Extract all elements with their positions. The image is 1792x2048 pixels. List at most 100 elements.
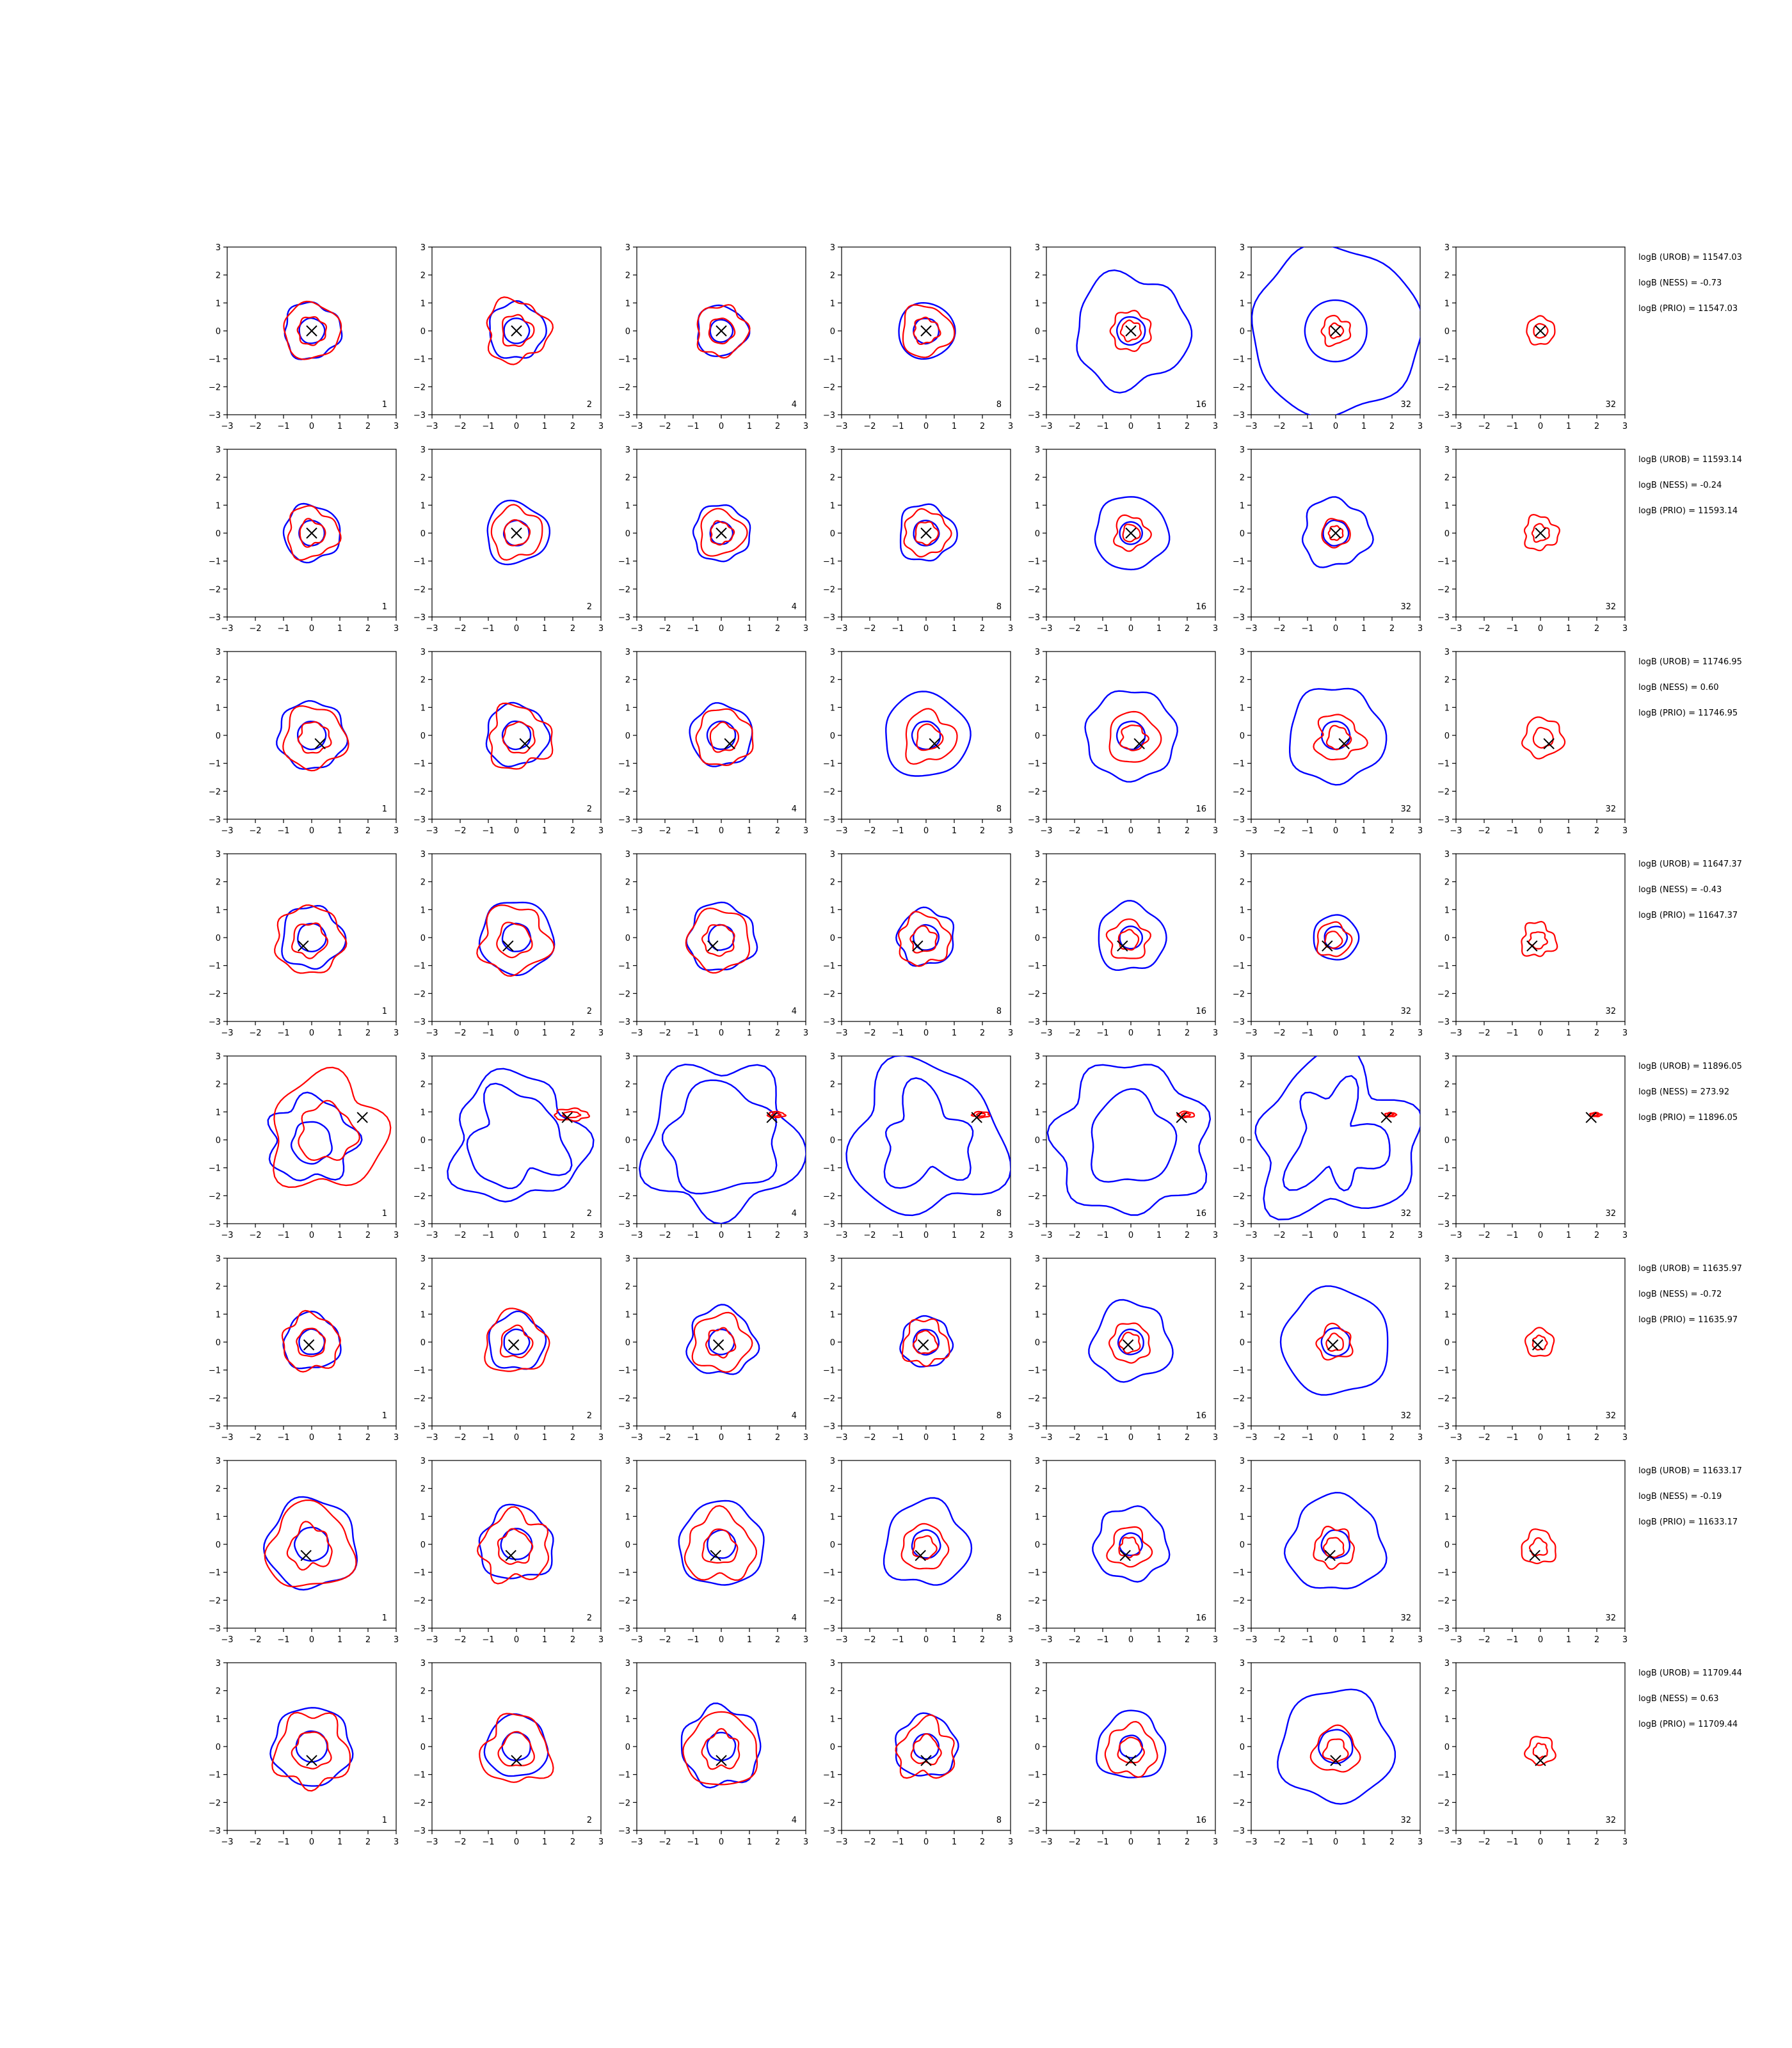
y-tick-label: 0 xyxy=(625,1743,630,1752)
y-tick-label: 2 xyxy=(625,1687,630,1697)
y-tick-label: −3 xyxy=(209,613,221,623)
x-tick-label: −2 xyxy=(1478,1028,1490,1038)
panel-label: 2 xyxy=(587,1411,592,1421)
x-tick-label: 3 xyxy=(1622,826,1628,836)
axes-frame xyxy=(1455,1055,1626,1224)
panel-label: 2 xyxy=(587,1007,592,1016)
panel-r2-c7: −3 3 −2 2 −1 1 0 0 1 −1 2 −2 3 −3 32 xyxy=(1437,445,1628,634)
y-tick-label: −1 xyxy=(1437,1771,1450,1780)
panel-r5-c5: −3 3 −2 2 −1 1 0 0 1 −1 2 −2 3 −3 16 xyxy=(1028,1052,1218,1240)
panel-label: 4 xyxy=(792,1007,797,1016)
y-tick-label: −1 xyxy=(823,1366,835,1376)
y-tick-label: 1 xyxy=(625,1512,630,1522)
y-tick-label: 3 xyxy=(830,1659,835,1668)
panel-r4-c4: −3 3 −2 2 −1 1 0 0 1 −1 2 −2 3 −3 8 xyxy=(823,850,1013,1038)
true-value-marker xyxy=(915,1549,926,1562)
y-tick-label: 2 xyxy=(420,878,426,888)
x-tick-label: −3 xyxy=(1245,1635,1257,1645)
x-tick-label: 3 xyxy=(1008,1635,1013,1645)
axes-frame xyxy=(1046,853,1216,1022)
x-tick-label: 2 xyxy=(1594,1231,1599,1240)
x-tick-label: −1 xyxy=(1301,1837,1313,1847)
panel-label: 2 xyxy=(587,1613,592,1623)
panel-r8-c2: −3 3 −2 2 −1 1 0 0 1 −1 2 −2 3 −3 2 xyxy=(413,1659,604,1847)
x-tick-label: −2 xyxy=(454,422,466,431)
y-tick-label: 0 xyxy=(420,732,426,741)
x-tick-label: 2 xyxy=(570,422,575,431)
true-value-marker xyxy=(306,1755,317,1766)
y-tick-label: 1 xyxy=(1035,906,1040,915)
x-tick-label: 2 xyxy=(980,1433,985,1443)
y-tick-label: 0 xyxy=(1035,1540,1040,1550)
y-tick-label: −3 xyxy=(413,1827,426,1836)
blue-outer-contour xyxy=(685,1304,760,1375)
x-tick-label: −1 xyxy=(1506,1028,1518,1038)
red-outer-contour xyxy=(476,1506,550,1585)
x-tick-label: −3 xyxy=(1040,1433,1052,1443)
x-tick-label: −2 xyxy=(249,1433,261,1443)
x-tick-label: −1 xyxy=(892,624,904,634)
x-tick-label: 1 xyxy=(952,1635,957,1645)
panel-label: 32 xyxy=(1605,602,1616,612)
red-outer-contour xyxy=(476,904,555,977)
blue-outer-contour xyxy=(1313,914,1360,961)
x-tick-label: 3 xyxy=(598,1635,604,1645)
panel-label: 8 xyxy=(996,1613,1002,1623)
y-tick-label: 3 xyxy=(830,1254,835,1264)
panel-label: 2 xyxy=(587,400,592,410)
x-tick-label: −2 xyxy=(659,1635,671,1645)
panel-label: 32 xyxy=(1605,1411,1616,1421)
true-value-marker xyxy=(1122,1339,1134,1351)
y-tick-label: −1 xyxy=(618,1569,630,1578)
y-tick-label: −2 xyxy=(618,1798,630,1808)
axes-frame xyxy=(636,1460,806,1629)
red-outer-contour xyxy=(1313,1525,1356,1570)
y-tick-label: −3 xyxy=(1233,1018,1245,1027)
y-tick-label: −1 xyxy=(1028,355,1040,365)
axes-frame xyxy=(431,1662,602,1831)
panel-label: 8 xyxy=(996,1411,1002,1421)
x-tick-label: 0 xyxy=(514,1635,519,1645)
y-tick-label: 0 xyxy=(1444,1743,1450,1752)
axes-frame xyxy=(227,1460,397,1629)
panel-label: 2 xyxy=(587,1816,592,1825)
panel-r8-c4: −3 3 −2 2 −1 1 0 0 1 −1 2 −2 3 −3 8 xyxy=(823,1659,1013,1847)
x-tick-label: 1 xyxy=(747,624,752,634)
y-tick-label: 0 xyxy=(625,529,630,539)
y-tick-label: 1 xyxy=(1240,1512,1245,1522)
x-tick-label: 2 xyxy=(1389,1231,1395,1240)
x-tick-label: 1 xyxy=(1566,1837,1571,1847)
y-tick-label: 1 xyxy=(216,1310,221,1320)
x-tick-label: −1 xyxy=(1301,1231,1313,1240)
x-tick-label: 2 xyxy=(775,624,780,634)
y-tick-label: −2 xyxy=(1233,787,1245,797)
y-tick-label: 1 xyxy=(830,906,835,915)
x-tick-label: −3 xyxy=(835,624,847,634)
blue-outer-contour xyxy=(1289,687,1388,786)
x-tick-label: 1 xyxy=(747,1837,752,1847)
x-tick-label: −2 xyxy=(454,1635,466,1645)
y-tick-label: −2 xyxy=(618,989,630,999)
x-tick-label: 0 xyxy=(719,422,724,431)
red-outer-contour xyxy=(1176,1110,1196,1119)
x-tick-label: 0 xyxy=(309,1231,314,1240)
y-tick-label: 0 xyxy=(830,327,835,337)
x-tick-label: −2 xyxy=(659,1433,671,1443)
true-value-marker xyxy=(716,527,727,539)
panel-r6-c4: −3 3 −2 2 −1 1 0 0 1 −1 2 −2 3 −3 8 xyxy=(823,1254,1013,1443)
x-tick-label: −1 xyxy=(277,1433,289,1443)
x-tick-label: 0 xyxy=(1128,1635,1133,1645)
y-tick-label: −3 xyxy=(1437,411,1450,420)
y-tick-label: 0 xyxy=(1035,934,1040,943)
y-tick-label: −3 xyxy=(1233,1422,1245,1432)
y-tick-label: −1 xyxy=(823,962,835,972)
x-tick-label: 0 xyxy=(1128,1433,1133,1443)
y-tick-label: 2 xyxy=(1444,1687,1450,1697)
true-value-marker xyxy=(1330,1755,1341,1766)
panel-r6-c2: −3 3 −2 2 −1 1 0 0 1 −1 2 −2 3 −3 2 xyxy=(413,1254,604,1443)
y-tick-label: 0 xyxy=(1035,732,1040,741)
y-tick-label: 0 xyxy=(1240,732,1245,741)
y-tick-label: −2 xyxy=(618,1596,630,1606)
x-tick-label: 0 xyxy=(1333,1635,1338,1645)
y-tick-label: −1 xyxy=(618,557,630,567)
